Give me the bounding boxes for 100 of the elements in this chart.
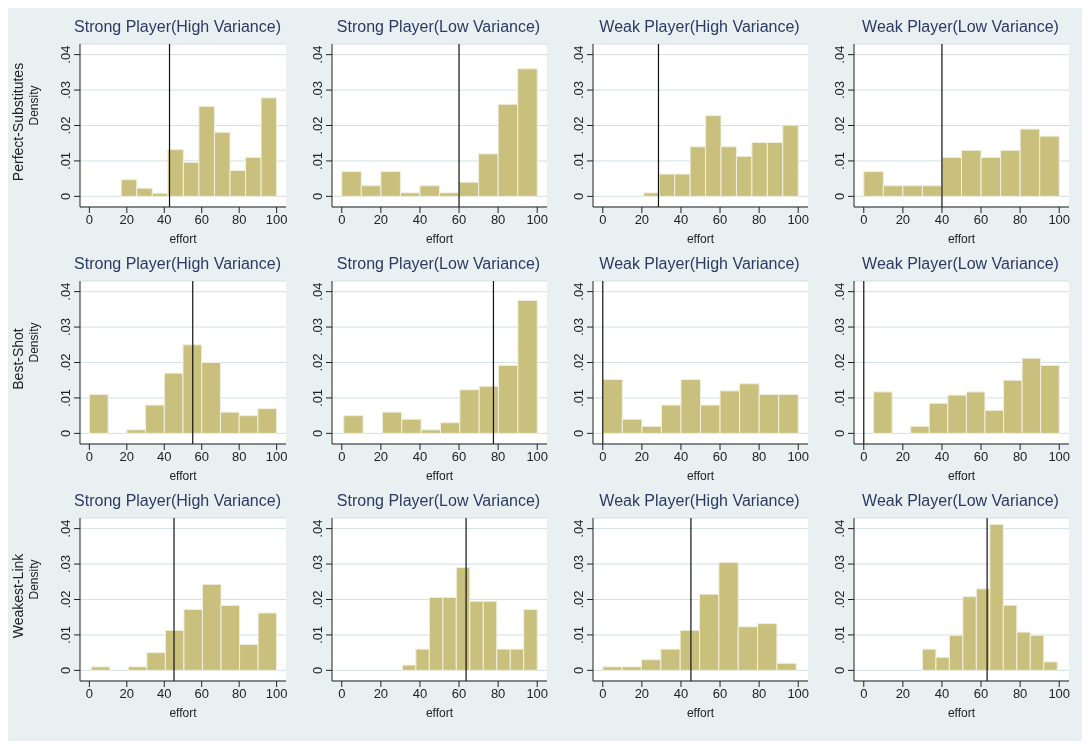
y-tick-label: .01	[832, 625, 847, 644]
x-tick-label: 80	[231, 212, 247, 228]
chart-title: Strong Player(Low Variance)	[335, 254, 542, 274]
x-tick-label: 0	[338, 449, 346, 465]
y-tick-label: .04	[571, 519, 586, 538]
y-tick-label: .01	[832, 151, 847, 170]
x-tick-label: 100	[526, 686, 549, 702]
x-tick-label: 40	[673, 686, 689, 702]
y-tick-label: .03	[310, 81, 325, 100]
x-tick-label: 20	[373, 686, 389, 702]
x-tick-label: 60	[451, 449, 467, 465]
y-tick-label: 0	[310, 666, 325, 674]
y-tick-label: .02	[832, 353, 847, 372]
x-tick-label: 80	[490, 449, 506, 465]
y-tick-label: .04	[310, 519, 325, 538]
x-tick-label: 20	[119, 686, 135, 702]
x-tick-label: 40	[673, 212, 689, 228]
x-tick-label: 20	[895, 686, 911, 702]
x-tick-label: 80	[1012, 212, 1028, 228]
y-tick-label: .03	[571, 81, 586, 100]
y-tick-label: 0	[310, 429, 325, 437]
x-axis-title: effort	[686, 469, 715, 483]
x-tick-label: 20	[895, 449, 911, 465]
x-tick-label: 80	[490, 212, 506, 228]
y-tick-label: .02	[832, 116, 847, 135]
x-tick-label: 40	[412, 212, 428, 228]
x-axis-title: effort	[686, 232, 715, 246]
x-tick-label: 0	[338, 212, 346, 228]
y-tick-label: .04	[58, 282, 73, 301]
x-tick-label: 80	[1012, 686, 1028, 702]
y-tick-label: .01	[571, 388, 586, 407]
x-tick-label: 0	[860, 686, 868, 702]
x-tick-label: 100	[787, 212, 810, 228]
y-tick-label: .03	[832, 318, 847, 337]
x-tick-label: 0	[599, 686, 607, 702]
text: Weakest-Link	[10, 553, 26, 639]
chart-title: Weak Player(High Variance)	[598, 17, 801, 37]
x-tick-label: 20	[119, 449, 135, 465]
x-tick-label: 80	[751, 686, 767, 702]
x-axis-title: effort	[169, 706, 198, 720]
x-tick-label: 0	[85, 686, 93, 702]
text: Best-Shot	[10, 328, 27, 390]
y-tick-label: .03	[832, 555, 847, 574]
x-axis-title: effort	[169, 469, 198, 483]
y-tick-label: 0	[832, 429, 847, 437]
y-axis-title: Density	[27, 322, 42, 363]
y-tick-label: 0	[58, 666, 73, 674]
y-tick-label: .02	[58, 116, 73, 135]
x-tick-label: 0	[860, 449, 868, 465]
x-tick-label: 60	[194, 449, 209, 465]
x-tick-label: 80	[231, 449, 247, 465]
x-tick-label: 80	[751, 212, 767, 228]
y-tick-label: .03	[310, 318, 325, 337]
x-tick-label: 20	[634, 686, 650, 702]
x-axis-title: effort	[686, 706, 715, 720]
x-axis-title: effort	[425, 232, 454, 246]
x-tick-label: 60	[451, 212, 467, 228]
y-tick-label: .02	[58, 353, 73, 372]
x-tick-label: 40	[673, 449, 689, 465]
y-tick-label: 0	[58, 192, 73, 200]
y-tick-label: .01	[58, 388, 73, 407]
x-tick-label: 100	[1048, 449, 1071, 465]
y-tick-label: .02	[310, 590, 325, 609]
x-tick-label: 80	[1012, 449, 1028, 465]
x-tick-label: 60	[712, 212, 728, 228]
y-tick-label: .01	[58, 625, 73, 644]
y-tick-label: .04	[310, 282, 325, 301]
x-tick-label: 100	[265, 212, 288, 228]
x-axis-title: effort	[425, 706, 454, 720]
chart-title: Weak Player(Low Variance)	[861, 254, 1060, 274]
chart-title: Strong Player(High Variance)	[73, 17, 282, 37]
y-tick-label: 0	[571, 429, 586, 437]
x-tick-label: 80	[490, 686, 506, 702]
x-tick-label: 100	[526, 212, 549, 228]
x-tick-label: 20	[119, 212, 135, 228]
chart-title: Strong Player(High Variance)	[73, 491, 282, 511]
y-tick-label: .04	[58, 519, 73, 538]
x-tick-label: 100	[265, 686, 288, 702]
y-tick-label: .04	[571, 282, 586, 301]
x-tick-label: 100	[1048, 212, 1071, 228]
x-tick-label: 40	[157, 449, 172, 465]
y-tick-label: 0	[832, 192, 847, 200]
x-tick-label: 40	[157, 212, 172, 228]
x-tick-label: 0	[860, 212, 868, 228]
chart-title: Weak Player(High Variance)	[598, 254, 801, 274]
y-tick-label: .02	[832, 590, 847, 609]
y-tick-label: .02	[310, 353, 325, 372]
x-tick-label: 60	[712, 449, 728, 465]
x-tick-label: 60	[194, 686, 209, 702]
y-tick-label: .02	[58, 590, 73, 609]
x-axis-title: effort	[425, 469, 454, 483]
x-tick-label: 40	[412, 686, 428, 702]
y-tick-label: .03	[571, 318, 586, 337]
y-tick-label: .03	[58, 81, 73, 100]
x-tick-label: 100	[1048, 686, 1071, 702]
x-tick-label: 20	[895, 212, 911, 228]
chart-title: Strong Player(Low Variance)	[335, 17, 542, 37]
y-tick-label: 0	[310, 192, 325, 200]
y-tick-label: .04	[832, 519, 847, 538]
y-tick-label: .03	[58, 318, 73, 337]
